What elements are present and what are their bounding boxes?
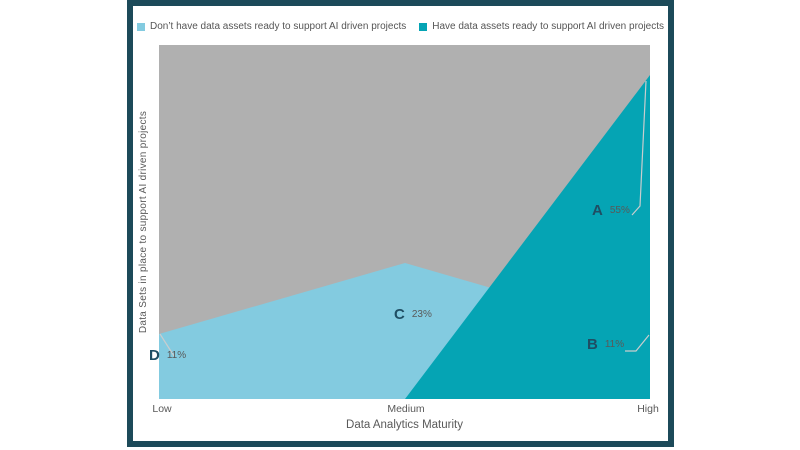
leader-line-a (631, 80, 647, 216)
annotation-c: C 23% (394, 307, 432, 322)
leader-line-d (159, 333, 175, 357)
annotation-d: D 11% (149, 348, 186, 363)
x-axis-title: Data Analytics Maturity (346, 419, 463, 431)
area-series-1 (159, 75, 650, 399)
y-axis-title: Data Sets in place to support AI driven … (138, 110, 149, 334)
legend: Don’t have data assets ready to support … (133, 21, 668, 32)
annotation-b-value: 11% (604, 338, 625, 350)
area-chart (159, 45, 650, 399)
annotation-a-letter: A (592, 202, 603, 219)
legend-item-have: Have data assets ready to support AI dri… (419, 21, 664, 32)
leader-line-b (625, 334, 650, 352)
annotation-a-value: 55% (609, 204, 630, 216)
annotation-d-letter: D (149, 347, 160, 364)
legend-label-have: Have data assets ready to support AI dri… (432, 21, 665, 32)
annotation-d-value: 11% (166, 349, 187, 361)
annotation-c-value: 23% (411, 308, 432, 320)
legend-swatch-dont-have (136, 22, 145, 31)
legend-item-dont-have: Don’t have data assets ready to support … (136, 21, 407, 32)
annotation-c-letter: C (394, 306, 405, 323)
legend-label-dont-have: Don’t have data assets ready to support … (149, 21, 407, 32)
plot-area: A 55% B 11% C 23% D 11% (149, 45, 650, 399)
x-tick-medium: Medium (387, 403, 425, 415)
annotation-b-letter: B (587, 336, 598, 353)
annotation-a: A 55% (592, 203, 630, 218)
annotation-b: B 11% (587, 337, 624, 352)
x-tick-high: High (637, 403, 659, 415)
x-tick-low: Low (152, 403, 172, 415)
callout-leader-lines (159, 80, 650, 357)
legend-swatch-have (419, 22, 428, 31)
